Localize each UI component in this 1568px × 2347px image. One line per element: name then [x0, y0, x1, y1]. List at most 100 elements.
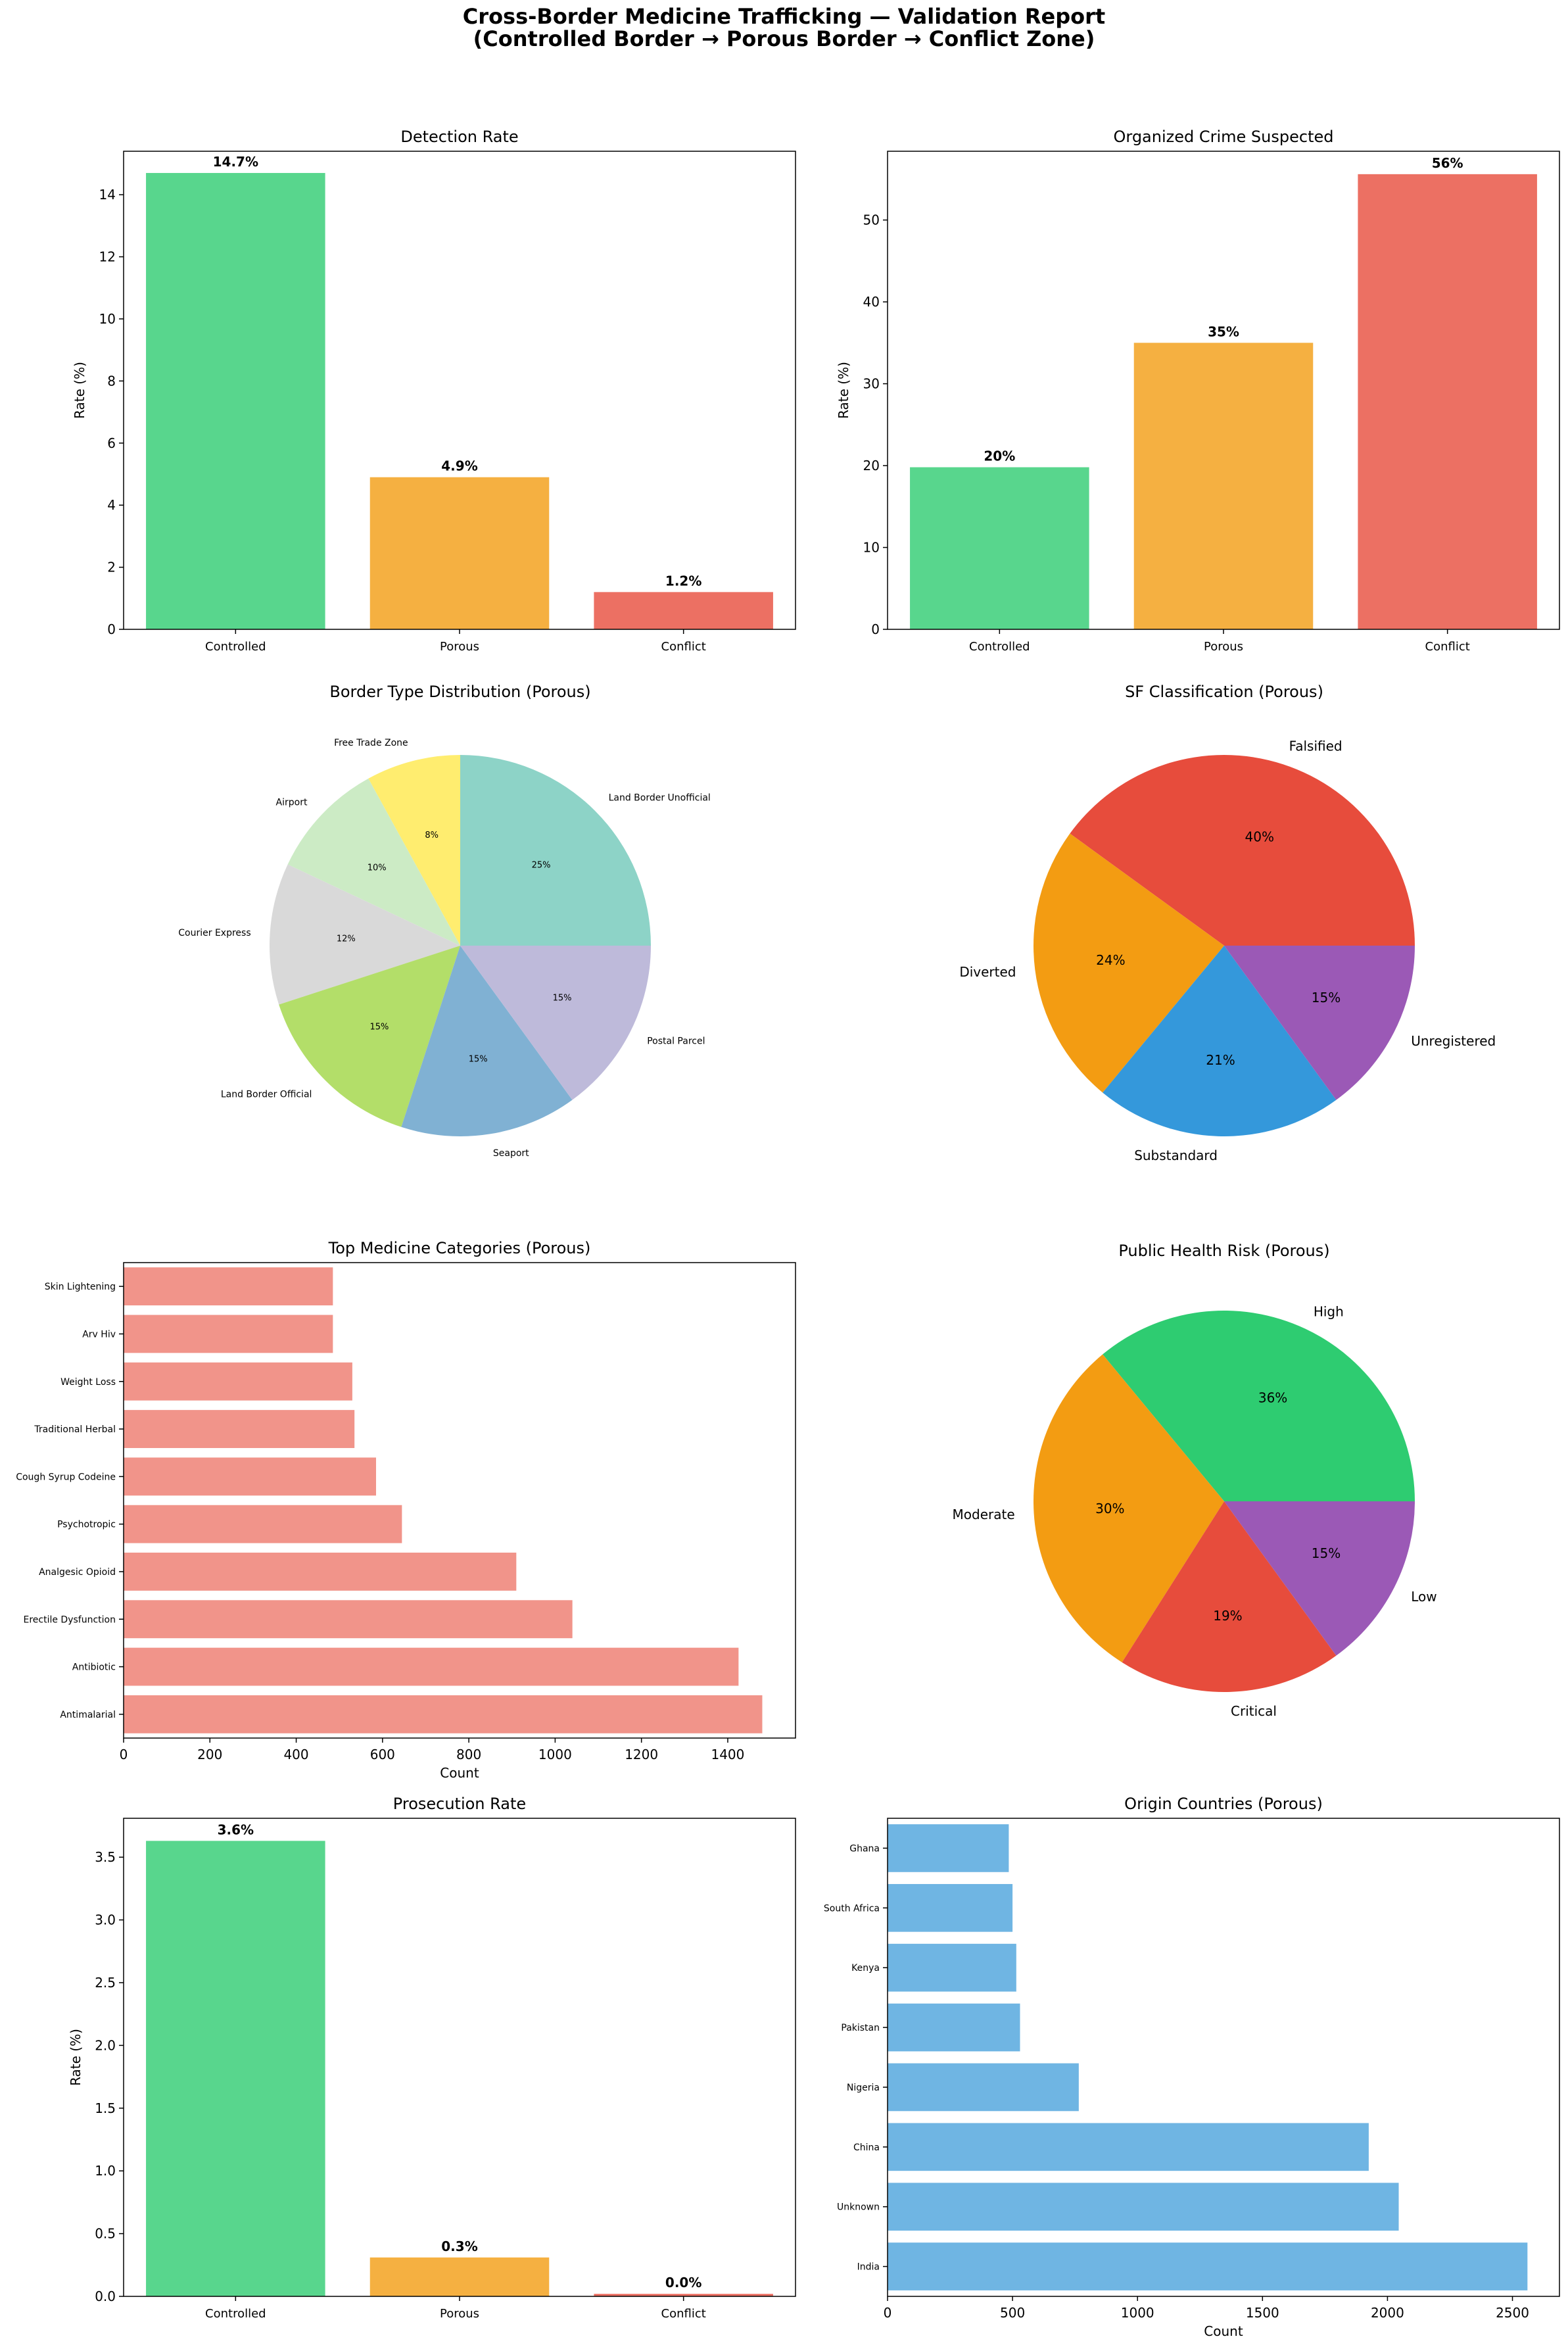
category-label-skin-lightening: Skin Lightening [45, 1282, 116, 1292]
category-label-arv-hiv: Arv Hiv [82, 1329, 116, 1340]
pie-percent-label: 36% [1258, 1390, 1287, 1406]
pie-percent-label: 25% [532, 861, 551, 871]
chart-title: Detection Rate [400, 128, 518, 146]
bar-antimalarial [124, 1695, 763, 1733]
x-tick-label: 0 [884, 2305, 892, 2321]
data-label-porous: 0.3% [441, 2238, 477, 2254]
x-tick-label: Porous [440, 2307, 479, 2321]
y-axis-label: Rate (%) [68, 2029, 83, 2086]
pie-percent-label: 30% [1095, 1501, 1124, 1516]
pie-percent-label: 19% [1213, 1608, 1242, 1624]
bar-cough-syrup-codeine [124, 1457, 376, 1496]
x-tick-label: 400 [283, 1747, 308, 1762]
pie-slice-free-trade-zone [368, 755, 460, 946]
y-tick-label: 0.5 [95, 2226, 116, 2242]
y-tick-label: 2.0 [95, 2037, 116, 2053]
pie-label-land-border-official: Land Border Official [221, 1089, 312, 1100]
pie-slice-airport [287, 778, 460, 946]
category-label-nigeria: Nigeria [847, 2083, 880, 2093]
bar-ghana [888, 1824, 1009, 1872]
detection-rate-chart: Detection Rate 0 2 4 6 8 10 12 14 14.7% Controlled… [72, 128, 796, 654]
y-tick-label: 3.5 [95, 1849, 116, 1865]
pie-percent-label: 15% [370, 1023, 389, 1032]
pie-slice-postal-parcel [460, 946, 651, 1100]
pie-label-critical: Critical [1231, 1703, 1277, 1719]
data-label-porous: 35% [1208, 324, 1239, 339]
bar-india [888, 2242, 1528, 2290]
x-axis-label: Count [1204, 2323, 1243, 2339]
pie-label-falsified: Falsified [1289, 738, 1342, 754]
chart-title: Border Type Distribution (Porous) [329, 683, 590, 701]
bar-conflict [1358, 174, 1537, 629]
x-tick-label: 1000 [538, 1747, 572, 1762]
prosecution-rate-chart: Prosecution Rate 0.0 0.5 1.0 1.5 2.0 2.5 3.0 3.5… [68, 1795, 796, 2321]
data-label-controlled: 3.6% [218, 1822, 254, 1837]
chart-title: Organized Crime Suspected [1113, 128, 1333, 146]
data-label-porous: 4.9% [441, 458, 477, 474]
pie-slice-land-border-official [279, 946, 460, 1127]
y-tick-label: 1.5 [95, 2100, 116, 2116]
sf-classification-pie-chart: SF Classification (Porous) 40% Falsified 24… [959, 683, 1496, 1163]
y-tick-label: 2 [107, 560, 116, 575]
pie-label-postal-parcel: Postal Parcel [647, 1036, 705, 1047]
bar-controlled [146, 173, 325, 629]
pie-label-land-border-unofficial: Land Border Unofficial [609, 792, 711, 803]
x-tick-label: Porous [1204, 640, 1243, 654]
bar-porous [369, 2257, 550, 2296]
bar-porous [369, 477, 550, 629]
category-label-south-africa: South Africa [824, 1903, 880, 1914]
border-type-pie-chart: Border Type Distribution (Porous) 25% Land… [178, 683, 711, 1159]
category-label-erectile-dysfunction: Erectile Dysfunction [24, 1614, 116, 1625]
page-title: Cross-Border Medicine Trafficking — Vali… [0, 5, 1568, 50]
category-label-kenya: Kenya [851, 1963, 880, 1973]
x-tick-label: Controlled [205, 640, 266, 654]
y-tick-label: 0.0 [95, 2288, 116, 2304]
pie-slice-moderate [1033, 1354, 1224, 1662]
plot-frame [123, 151, 796, 630]
y-tick-label: 0 [107, 621, 116, 637]
y-tick-label: 40 [863, 294, 880, 310]
pie-percent-label: 21% [1206, 1052, 1235, 1068]
pie-percent-label: 15% [1312, 1545, 1341, 1561]
pie-percent-label: 15% [1312, 990, 1341, 1005]
x-tick-label: 800 [456, 1747, 481, 1762]
organized-crime-chart: Organized Crime Suspected 0 10 20 30 40 50 20% C… [836, 128, 1560, 654]
x-tick-label: Conflict [661, 2307, 706, 2321]
data-label-conflict: 0.0% [665, 2275, 701, 2290]
data-label-controlled: 20% [984, 448, 1015, 464]
pie-label-low: Low [1411, 1589, 1437, 1605]
y-axis-label: Rate (%) [836, 362, 851, 419]
bar-conflict [594, 592, 773, 629]
pie-percent-label: 12% [337, 934, 356, 944]
y-tick-label: 8 [107, 373, 116, 389]
bar-nigeria [888, 2063, 1079, 2112]
category-label-antibiotic: Antibiotic [72, 1662, 116, 1673]
data-label-conflict: 1.2% [665, 573, 701, 589]
pie-label-airport: Airport [276, 798, 308, 808]
x-tick-label: 0 [120, 1747, 128, 1762]
pie-label-diverted: Diverted [959, 964, 1016, 980]
bar-controlled [146, 1841, 325, 2296]
category-label-weight-loss: Weight Loss [60, 1377, 116, 1388]
health-risk-pie-chart: Public Health Risk (Porous) 36% High 30% Mod… [953, 1242, 1437, 1719]
page-title-line-1: Cross-Border Medicine Trafficking — Vali… [462, 4, 1106, 29]
pie-percent-label: 24% [1096, 952, 1125, 968]
category-label-pakistan: Pakistan [841, 2023, 880, 2033]
chart-title: Public Health Risk (Porous) [1118, 1242, 1329, 1260]
bar-analgesic-opioid [124, 1553, 517, 1591]
bar-porous [1133, 343, 1314, 629]
page-title-line-2: (Controlled Border → Porous Border → Con… [473, 26, 1095, 51]
category-label-cough-syrup-codeine: Cough Syrup Codeine [16, 1472, 116, 1482]
x-tick-label: 1500 [1246, 2305, 1279, 2321]
category-label-traditional-herbal: Traditional Herbal [34, 1424, 116, 1435]
category-label-india: India [857, 2262, 880, 2273]
y-tick-label: 2.5 [95, 1975, 116, 1991]
x-tick-label: 2500 [1496, 2305, 1529, 2321]
pie-label-substandard: Substandard [1134, 1148, 1218, 1163]
chart-title: Prosecution Rate [393, 1795, 526, 1813]
bar-antibiotic [124, 1647, 739, 1686]
pie-label-unregistered: Unregistered [1411, 1033, 1496, 1049]
data-label-conflict: 56% [1432, 155, 1463, 171]
y-tick-label: 50 [863, 212, 880, 228]
bar-controlled [910, 467, 1089, 629]
